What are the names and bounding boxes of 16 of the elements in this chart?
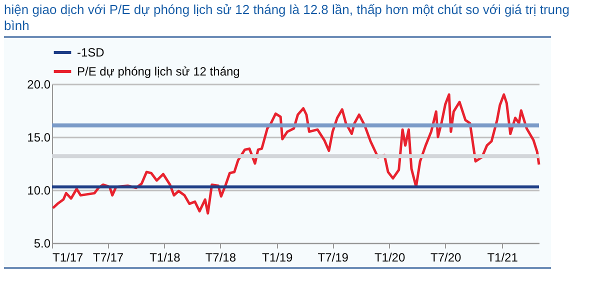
x-tick-label: T7/20 <box>430 250 462 264</box>
x-tick-label: T1/17 <box>52 250 84 264</box>
y-tick-label: 15.0 <box>27 130 51 144</box>
x-tick-label: T7/18 <box>205 250 236 264</box>
legend-label: P/E dự phóng lịch sử 12 tháng <box>77 64 240 78</box>
x-tick-label: T7/19 <box>318 250 349 264</box>
y-tick-label: 20.0 <box>27 78 51 92</box>
legend-label: -1SD <box>77 46 105 60</box>
y-tick-label: 10.0 <box>27 184 51 198</box>
x-tick-label: T1/21 <box>487 250 518 264</box>
x-tick-label: T1/18 <box>150 250 181 264</box>
y-tick-label: 5.0 <box>34 236 51 250</box>
x-tick-label: T7/17 <box>92 250 124 264</box>
chart-title: hiện giao dịch với P/E dự phóng lịch sử 12 tháng là 12.8 lần, thấp hơn một chút so với giá trị trung bình <box>3 1 570 35</box>
x-tick-label: T1/19 <box>262 250 294 264</box>
x-tick-label: T1/20 <box>374 250 406 264</box>
